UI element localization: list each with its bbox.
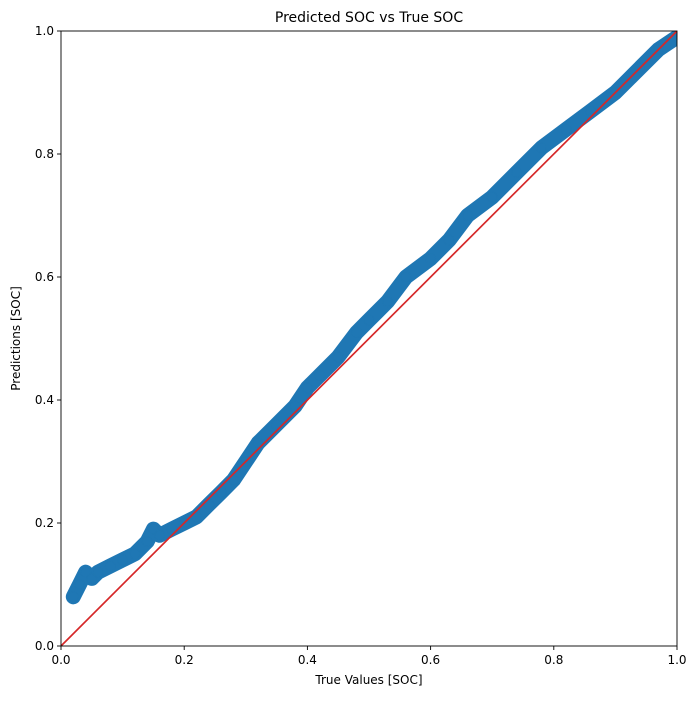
scatter-point bbox=[129, 548, 141, 560]
x-tick-label: 0.8 bbox=[544, 653, 563, 667]
y-axis-label: Predictions [SOC] bbox=[9, 286, 23, 390]
x-axis: 0.0 0.2 0.4 0.6 0.8 1.0 bbox=[51, 646, 687, 667]
scatter-point bbox=[400, 271, 412, 283]
scatter-cloud bbox=[65, 31, 677, 605]
y-tick-label: 0.8 bbox=[35, 147, 54, 161]
x-tick-label: 0.2 bbox=[175, 653, 194, 667]
scatter-point bbox=[92, 566, 104, 578]
y-tick-label: 0.6 bbox=[35, 270, 54, 284]
plot-frame bbox=[60, 30, 678, 647]
x-tick-label: 1.0 bbox=[667, 653, 686, 667]
scatter-point bbox=[363, 314, 375, 326]
scatter-point bbox=[511, 166, 523, 178]
scatter-band bbox=[65, 31, 677, 605]
scatter-point bbox=[536, 142, 547, 154]
identity-line bbox=[61, 31, 677, 646]
scatter-point bbox=[215, 486, 227, 498]
scatter-point bbox=[425, 253, 437, 265]
scatter-point bbox=[67, 591, 79, 603]
x-axis-label: True Values [SOC] bbox=[314, 673, 422, 687]
scatter-point bbox=[443, 234, 455, 246]
scatter-point bbox=[560, 123, 572, 135]
y-tick-label: 1.0 bbox=[35, 24, 54, 38]
chart-title: Predicted SOC vs True SOC bbox=[275, 10, 463, 26]
x-tick-label: 0.4 bbox=[298, 653, 317, 667]
plot-area bbox=[61, 31, 677, 646]
y-tick-label: 0.2 bbox=[35, 516, 54, 530]
y-axis: 0.0 0.2 0.4 0.6 0.8 1.0 bbox=[35, 24, 61, 653]
scatter-point bbox=[486, 191, 498, 203]
scatter-point bbox=[351, 326, 363, 338]
scatter-point bbox=[104, 560, 116, 572]
scatter-point bbox=[314, 369, 326, 381]
x-tick-label: 0.6 bbox=[421, 653, 440, 667]
y-tick-label: 0.0 bbox=[35, 639, 54, 653]
scatter-point bbox=[382, 296, 393, 308]
scatter-point bbox=[332, 351, 344, 363]
scatter-point bbox=[117, 554, 129, 566]
scatter-point bbox=[141, 536, 153, 547]
x-tick-label: 0.0 bbox=[51, 653, 70, 667]
y-tick-label: 0.4 bbox=[35, 393, 54, 407]
scatter-point bbox=[154, 529, 166, 541]
scatter-point bbox=[462, 210, 474, 221]
scatter-point bbox=[252, 437, 264, 449]
scatter-point bbox=[301, 382, 313, 394]
scatter-point bbox=[74, 579, 85, 590]
